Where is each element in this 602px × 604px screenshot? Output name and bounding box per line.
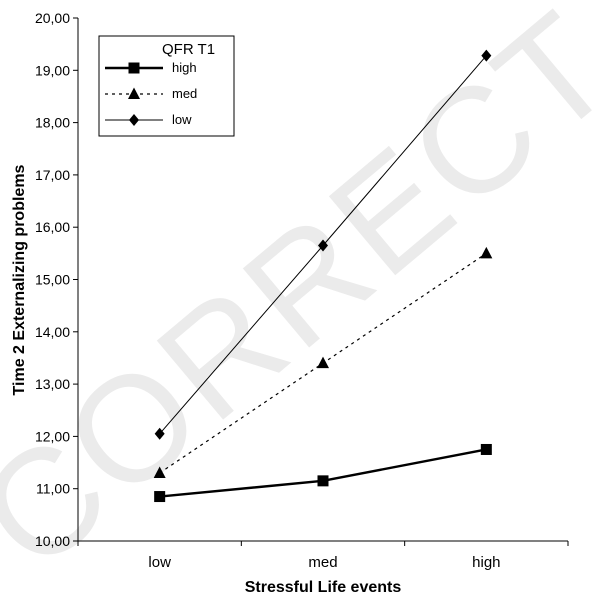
y-tick-label: 20,00 [35,10,70,26]
legend-marker-low [129,114,139,126]
data-point-med [317,356,329,369]
data-point-med [480,246,493,259]
legend-label-med: med [172,86,197,101]
y-tick-label: 15,00 [35,272,70,288]
y-tick-label: 12,00 [35,428,70,444]
data-point-low [481,49,492,62]
x-axis-title: Stressful Life events [245,579,402,596]
legend-label-low: low [172,112,192,127]
x-tick-label: med [308,554,337,571]
series-layer [153,49,493,503]
y-axis-ticks [73,17,78,542]
x-axis-tick-labels: low med high [148,554,500,571]
legend: QFR T1 high med low [98,35,235,137]
y-tick-label: 16,00 [35,219,70,235]
y-axis-tick-labels: 10,00 11,00 12,00 13,00 14,00 15,00 16,00 17,00… [35,10,70,549]
legend-label-high: high [172,60,197,75]
y-tick-label: 13,00 [35,376,70,392]
legend-title: QFR T1 [162,41,215,58]
data-point-high [317,475,329,487]
data-point-high [480,443,492,455]
y-axis-title: Time 2 Externalizing problems [11,164,28,395]
y-tick-label: 14,00 [35,324,70,340]
y-tick-label: 11,00 [36,481,70,497]
y-tick-label: 19,00 [35,62,70,78]
y-tick-label: 18,00 [35,115,70,131]
data-point-high [154,491,166,503]
legend-marker-med [128,87,140,99]
x-tick-label: high [472,554,500,571]
legend-marker-high [128,62,140,74]
data-point-med [153,466,166,479]
data-point-low [154,427,165,440]
x-tick-label: low [148,554,171,571]
data-point-low [318,239,328,252]
legend-entries: high med low [105,60,197,127]
y-tick-label: 10,00 [35,533,70,549]
x-axis-ticks [77,541,569,546]
legend-box [98,35,235,137]
y-tick-label: 17,00 [35,167,70,183]
